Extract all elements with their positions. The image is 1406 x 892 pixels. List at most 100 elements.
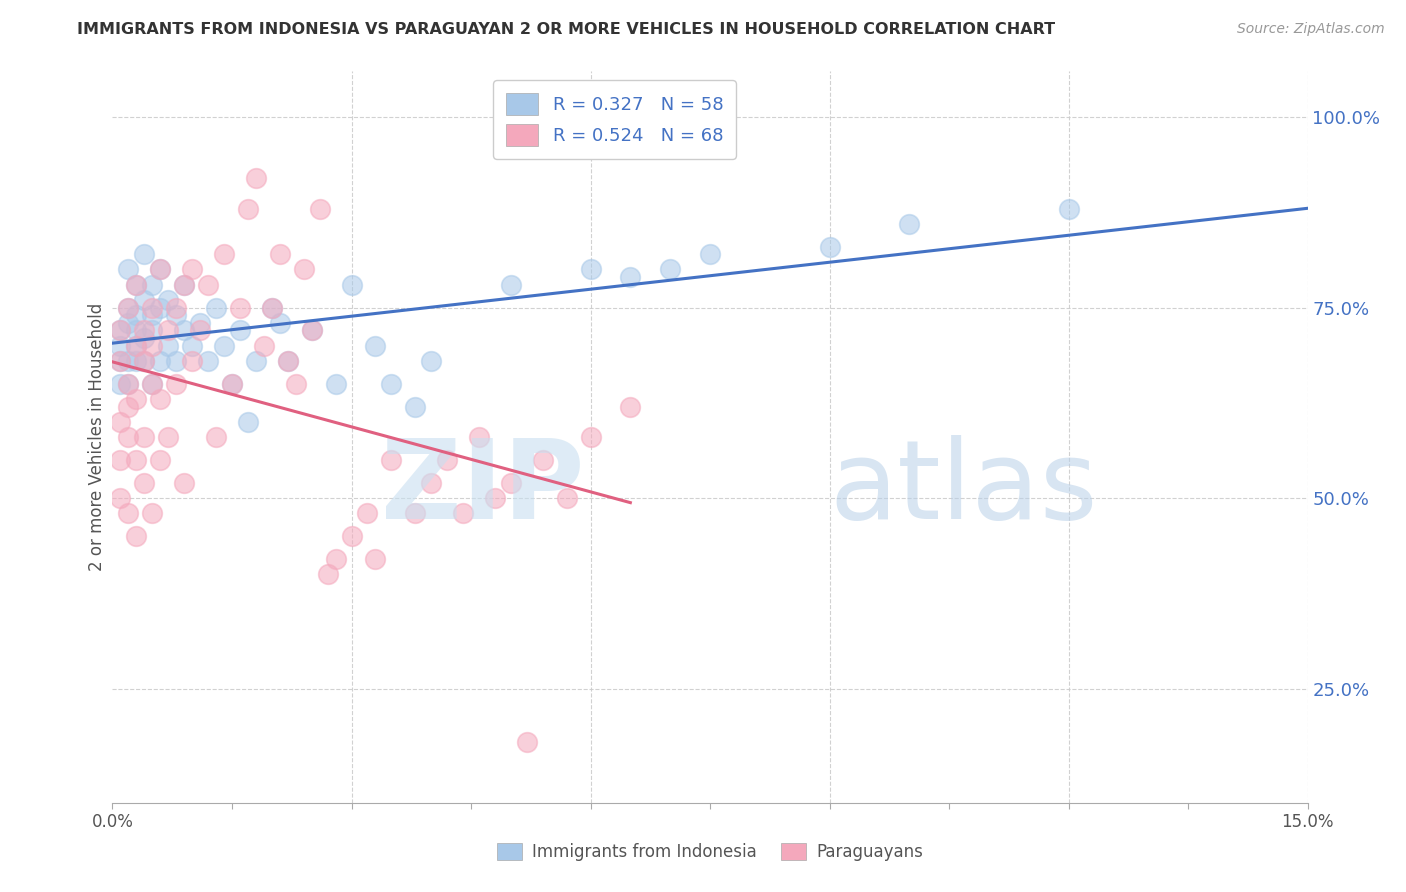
- Point: [380, 376, 402, 391]
- Point: [818, 239, 841, 253]
- Point: [188, 316, 211, 330]
- Point: [181, 354, 204, 368]
- Point: [157, 293, 180, 307]
- Point: [149, 354, 172, 368]
- Point: [134, 430, 156, 444]
- Point: [269, 316, 291, 330]
- Point: [245, 171, 267, 186]
- Point: [110, 354, 132, 368]
- Point: [141, 339, 163, 353]
- Point: [269, 247, 291, 261]
- Point: [579, 262, 602, 277]
- Point: [141, 308, 163, 322]
- Point: [141, 301, 163, 315]
- Point: [420, 475, 443, 490]
- Point: [125, 277, 148, 292]
- Point: [468, 430, 491, 444]
- Point: [181, 262, 204, 277]
- Point: [165, 376, 187, 391]
- Point: [499, 475, 522, 490]
- Point: [205, 430, 228, 444]
- Point: [212, 339, 235, 353]
- Point: [117, 354, 139, 368]
- Y-axis label: 2 or more Vehicles in Household: 2 or more Vehicles in Household: [87, 303, 105, 571]
- Point: [134, 247, 156, 261]
- Point: [134, 475, 156, 490]
- Point: [125, 453, 148, 467]
- Point: [157, 323, 180, 337]
- Point: [134, 354, 156, 368]
- Point: [110, 354, 132, 368]
- Point: [125, 277, 148, 292]
- Point: [134, 293, 156, 307]
- Point: [516, 735, 538, 749]
- Point: [260, 301, 283, 315]
- Point: [316, 567, 339, 582]
- Point: [197, 277, 219, 292]
- Point: [260, 301, 283, 315]
- Point: [619, 400, 641, 414]
- Point: [555, 491, 578, 505]
- Point: [484, 491, 506, 505]
- Text: Source: ZipAtlas.com: Source: ZipAtlas.com: [1237, 22, 1385, 37]
- Point: [125, 339, 148, 353]
- Point: [110, 323, 132, 337]
- Point: [451, 506, 474, 520]
- Point: [117, 376, 139, 391]
- Point: [141, 506, 163, 520]
- Point: [157, 430, 180, 444]
- Point: [221, 376, 243, 391]
- Point: [325, 552, 347, 566]
- Point: [205, 301, 228, 315]
- Point: [364, 339, 387, 353]
- Point: [125, 354, 148, 368]
- Point: [181, 339, 204, 353]
- Point: [364, 552, 387, 566]
- Point: [165, 354, 187, 368]
- Legend: Immigrants from Indonesia, Paraguayans: Immigrants from Indonesia, Paraguayans: [491, 836, 929, 868]
- Point: [117, 400, 139, 414]
- Point: [308, 202, 330, 216]
- Point: [404, 506, 426, 520]
- Point: [117, 316, 139, 330]
- Point: [165, 301, 187, 315]
- Point: [579, 430, 602, 444]
- Point: [340, 529, 363, 543]
- Point: [436, 453, 458, 467]
- Point: [134, 331, 156, 345]
- Point: [149, 262, 172, 277]
- Point: [173, 277, 195, 292]
- Point: [659, 262, 682, 277]
- Point: [420, 354, 443, 368]
- Point: [245, 354, 267, 368]
- Point: [141, 376, 163, 391]
- Text: IMMIGRANTS FROM INDONESIA VS PARAGUAYAN 2 OR MORE VEHICLES IN HOUSEHOLD CORRELAT: IMMIGRANTS FROM INDONESIA VS PARAGUAYAN …: [77, 22, 1056, 37]
- Point: [340, 277, 363, 292]
- Point: [110, 376, 132, 391]
- Point: [221, 376, 243, 391]
- Point: [149, 392, 172, 406]
- Point: [197, 354, 219, 368]
- Point: [117, 301, 139, 315]
- Point: [325, 376, 347, 391]
- Point: [229, 323, 252, 337]
- Point: [229, 301, 252, 315]
- Point: [110, 415, 132, 429]
- Point: [125, 323, 148, 337]
- Point: [212, 247, 235, 261]
- Point: [134, 354, 156, 368]
- Point: [898, 217, 921, 231]
- Point: [301, 323, 323, 337]
- Point: [301, 323, 323, 337]
- Point: [125, 529, 148, 543]
- Point: [236, 415, 259, 429]
- Point: [117, 430, 139, 444]
- Point: [149, 453, 172, 467]
- Point: [141, 277, 163, 292]
- Point: [165, 308, 187, 322]
- Point: [117, 376, 139, 391]
- Point: [110, 323, 132, 337]
- Point: [188, 323, 211, 337]
- Point: [699, 247, 721, 261]
- Point: [499, 277, 522, 292]
